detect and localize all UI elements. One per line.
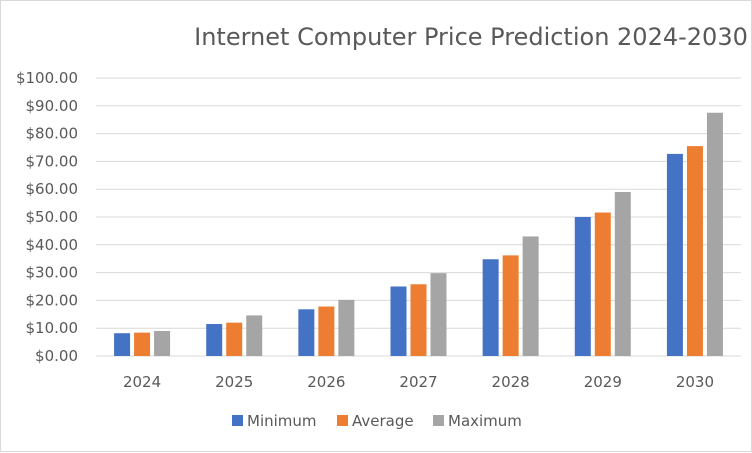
bar-maximum-2027 [430, 273, 447, 356]
bar-average-2029 [594, 212, 611, 356]
y-tick-label: $60.00 [26, 180, 79, 198]
bar-minimum-2026 [298, 309, 315, 356]
chart-title: Internet Computer Price Prediction 2024-… [194, 23, 748, 51]
legend-label-minimum: Minimum [247, 412, 317, 430]
bar-maximum-2026 [338, 299, 355, 356]
y-tick-label: $0.00 [35, 347, 78, 365]
y-tick-label: $80.00 [26, 125, 79, 143]
bar-minimum-2025 [206, 324, 223, 356]
x-axis-tick-labels: 2024 2025 2026 2027 2028 2029 2030 [123, 373, 714, 391]
x-tick-label: 2027 [399, 373, 437, 391]
x-tick-label: 2030 [676, 373, 714, 391]
y-tick-label: $20.00 [26, 291, 79, 309]
x-tick-label: 2028 [492, 373, 530, 391]
bar-average-2024 [134, 332, 151, 356]
bar-minimum-2028 [482, 259, 499, 356]
x-tick-label: 2029 [584, 373, 622, 391]
y-tick-label: $40.00 [26, 236, 79, 254]
bar-average-2026 [318, 306, 335, 356]
x-tick-label: 2026 [307, 373, 345, 391]
bar-maximum-2030 [706, 112, 723, 356]
y-tick-label: $30.00 [26, 264, 79, 282]
y-axis-tick-labels: $0.00 $10.00 $20.00 $30.00 $40.00 $50.00 $60.0… [16, 69, 78, 365]
x-tick-label: 2025 [215, 373, 253, 391]
legend-swatch-average [337, 415, 348, 426]
bar-maximum-2028 [522, 236, 539, 356]
bar-average-2025 [226, 322, 243, 356]
y-tick-label: $100.00 [16, 69, 78, 87]
y-tick-label: $90.00 [26, 97, 79, 115]
y-tick-label: $10.00 [26, 319, 79, 337]
bar-minimum-2024 [114, 333, 131, 356]
legend-swatch-maximum [433, 415, 444, 426]
legend-label-average: Average [352, 412, 414, 430]
bar-maximum-2029 [614, 191, 631, 356]
y-tick-label: $50.00 [26, 208, 79, 226]
bar-minimum-2029 [574, 217, 591, 356]
bar-maximum-2024 [154, 330, 171, 356]
bars [114, 112, 723, 356]
bar-minimum-2030 [666, 153, 683, 356]
bar-average-2028 [502, 255, 519, 356]
legend-swatch-minimum [232, 415, 243, 426]
y-tick-label: $70.00 [26, 152, 79, 170]
bar-average-2027 [410, 284, 427, 356]
bar-average-2030 [686, 146, 703, 356]
gridlines [96, 77, 741, 357]
legend: Minimum Average Maximum [232, 412, 522, 430]
x-tick-label: 2024 [123, 373, 161, 391]
bar-minimum-2027 [390, 286, 407, 356]
bar-maximum-2025 [246, 315, 263, 356]
legend-label-maximum: Maximum [448, 412, 522, 430]
